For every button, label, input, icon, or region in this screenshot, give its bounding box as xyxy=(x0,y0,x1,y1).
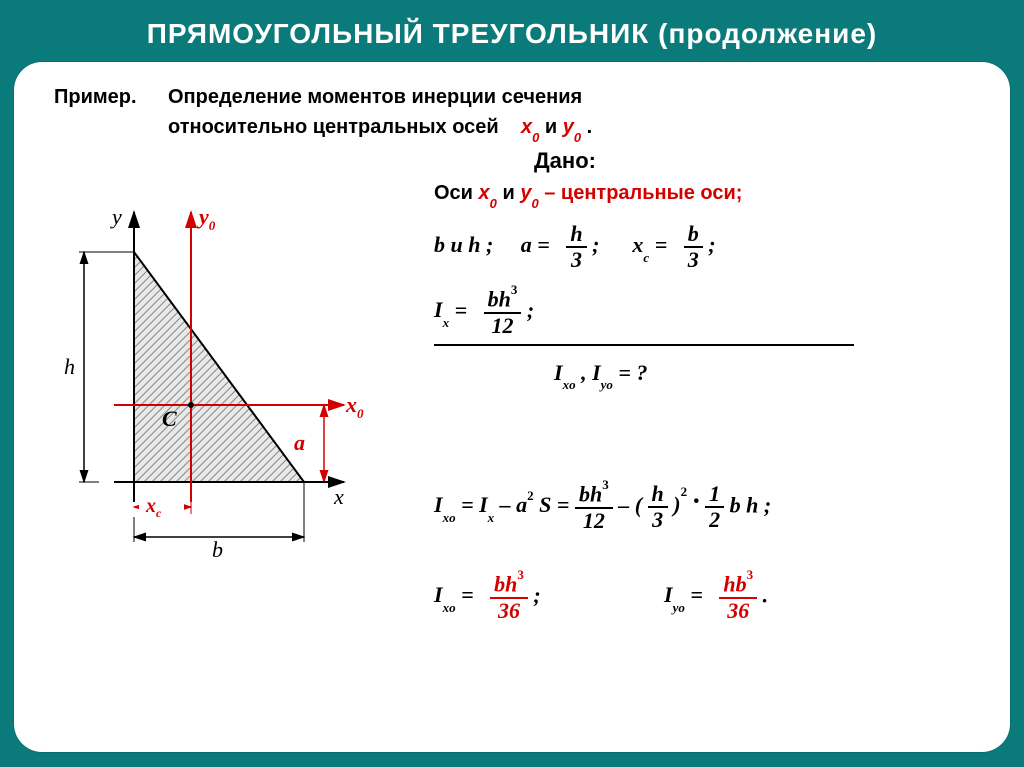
Ixo-sol: Ixo xyxy=(434,492,456,517)
centroid-label: C xyxy=(162,406,177,431)
semi-1: ; xyxy=(592,232,599,257)
a-eq: a = xyxy=(521,232,550,257)
paren-open: – ( xyxy=(618,492,642,517)
frac-hb3-36: hb3 36 xyxy=(719,572,757,623)
result-Ixo: Ixo = bh3 36 ; xyxy=(434,572,541,623)
comma-q: , xyxy=(581,360,592,385)
x0-axis-label: x0 xyxy=(345,392,364,421)
qmark: = ? xyxy=(618,360,647,385)
divider-line xyxy=(434,344,854,346)
b-label: b xyxy=(212,537,223,562)
calc-eq: = Ix xyxy=(461,492,494,517)
given-Ix: Ix = bh3 12 ; xyxy=(434,287,534,338)
frac-h-3: h 3 xyxy=(566,222,586,272)
frac-b-3: b 3 xyxy=(684,222,703,272)
bh-label: b и h ; xyxy=(434,232,493,257)
minus-a2S: – a2 S = xyxy=(500,492,575,517)
and-1: и xyxy=(545,116,563,138)
frac-1-2: 1 2 xyxy=(705,482,724,532)
x0-symbol: x0 xyxy=(521,116,539,138)
bh-tail: b h ; xyxy=(730,492,772,517)
frac-h-3-b: h 3 xyxy=(648,482,668,532)
a-label: a xyxy=(294,430,305,455)
Iyo-q: Iyo xyxy=(592,360,613,385)
task-line-2a: относительно центральных осей xyxy=(168,116,499,138)
frac-bh3-36: bh3 36 xyxy=(490,572,528,623)
triangle-diagram: y x y0 x0 C h xyxy=(44,182,404,562)
h-label: h xyxy=(64,354,75,379)
y-axis-label: y xyxy=(110,204,122,229)
y0-axis-label: y0 xyxy=(196,204,216,233)
x-axis-label: x xyxy=(333,484,344,509)
given-bh-a-xc: b и h ; a = h 3 ; xc = b 3 ; xyxy=(434,222,716,272)
paren-close-sq: )2 xyxy=(673,492,687,517)
Ixo-q: Ixo xyxy=(554,360,576,385)
Ix-symbol: Ix xyxy=(434,297,449,322)
given-axes-line: Оси x0 и y0 – центральные оси; xyxy=(434,182,742,207)
semi-3: ; xyxy=(527,297,534,322)
frac-bh3-12-b: bh3 12 xyxy=(575,482,613,533)
dano-label: Дано: xyxy=(534,148,596,174)
solution-Ixo: Ixo = Ix – a2 S = bh3 12 – ( h 3 )2 · 1 … xyxy=(434,482,771,533)
question-line: Ixo , Iyo = ? xyxy=(554,360,647,389)
page-title: ПРЯМОУГОЛЬНЫЙ ТРЕУГОЛЬНИК (продолжение) xyxy=(0,0,1024,64)
semi-2: ; xyxy=(708,232,715,257)
content-card: Пример. Определение моментов инерции сеч… xyxy=(14,62,1010,752)
period-1: . xyxy=(587,116,593,138)
task-line-2: относительно центральных осей x0 и y0 . xyxy=(168,116,592,141)
frac-bh3-12: bh3 12 xyxy=(484,287,522,338)
result-Iyo: Iyo = hb3 36 . xyxy=(664,572,768,623)
task-line-1: Определение моментов инерции сечения xyxy=(168,86,582,109)
primer-label: Пример. xyxy=(54,86,137,109)
xc-eq: xc = xyxy=(632,232,667,257)
eq-1: = xyxy=(455,297,468,322)
y0-symbol: y0 xyxy=(563,116,581,138)
